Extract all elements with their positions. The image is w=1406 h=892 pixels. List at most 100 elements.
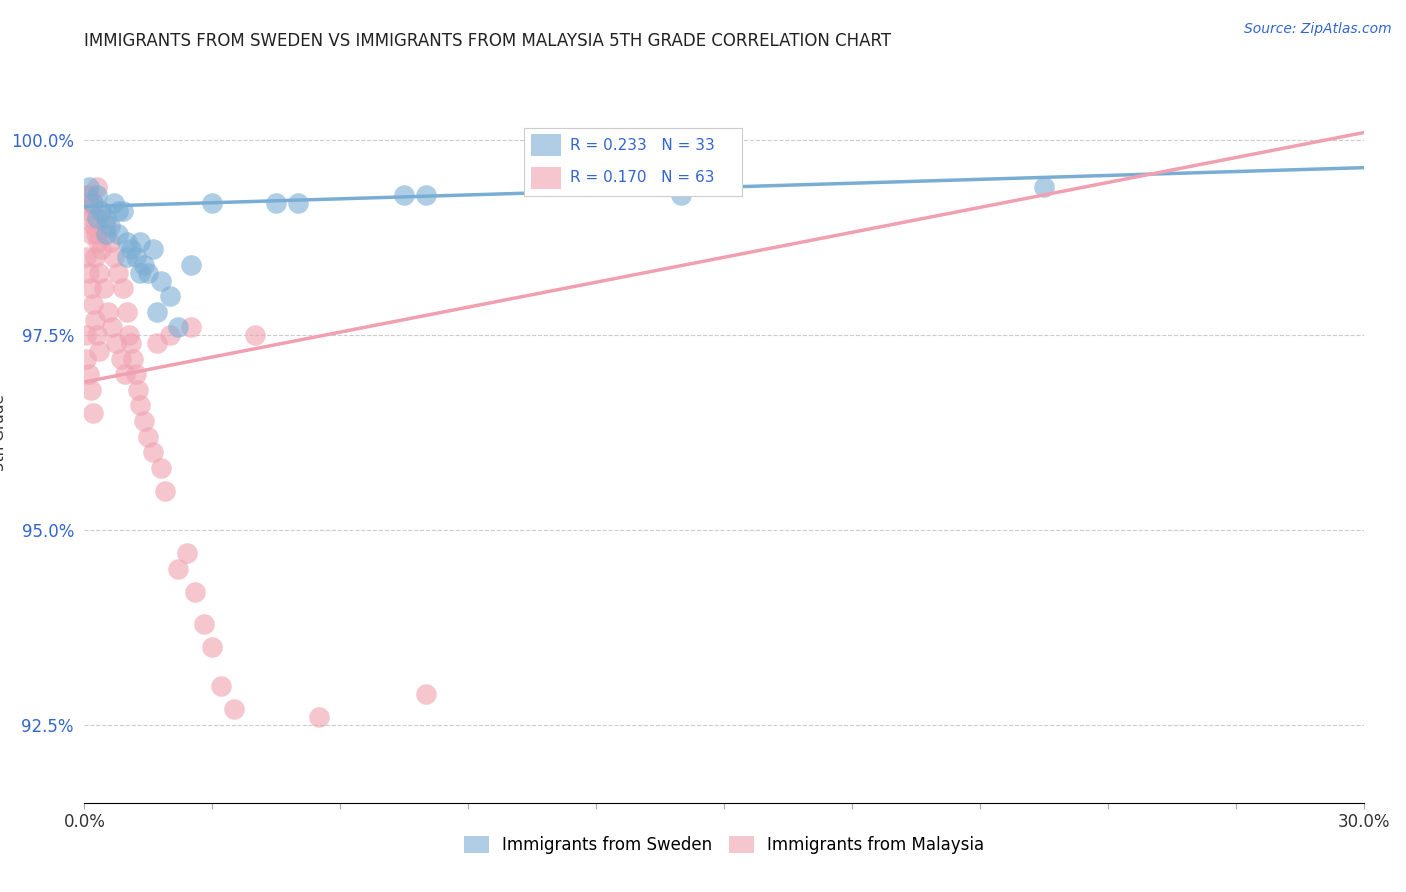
- Point: [155, 484, 177, 499]
- Point: [76, 351, 98, 366]
- Point: [86, 180, 108, 194]
- Point: [98, 219, 121, 233]
- Point: [90, 203, 112, 218]
- Point: [76, 328, 98, 343]
- Text: R = 0.170   N = 63: R = 0.170 N = 63: [571, 170, 714, 186]
- Point: [82, 195, 104, 210]
- Point: [118, 328, 141, 343]
- Point: [287, 195, 309, 210]
- Point: [120, 336, 142, 351]
- Point: [122, 351, 145, 366]
- Point: [138, 429, 160, 443]
- Point: [89, 266, 111, 280]
- Point: [127, 383, 149, 397]
- Point: [201, 195, 224, 210]
- Text: Source: ZipAtlas.com: Source: ZipAtlas.com: [1244, 22, 1392, 37]
- Point: [142, 445, 165, 459]
- Point: [84, 227, 107, 241]
- Point: [103, 195, 125, 210]
- Point: [180, 258, 202, 272]
- Point: [671, 188, 693, 202]
- Point: [146, 305, 169, 319]
- Point: [84, 312, 107, 326]
- Point: [90, 203, 112, 218]
- Point: [115, 250, 138, 264]
- Point: [201, 640, 224, 654]
- Point: [76, 188, 98, 202]
- Point: [87, 235, 110, 249]
- Point: [80, 281, 103, 295]
- Point: [167, 562, 190, 576]
- Bar: [531, 167, 561, 189]
- Point: [77, 188, 100, 202]
- Point: [138, 266, 160, 280]
- Point: [103, 250, 125, 264]
- Point: [94, 227, 117, 241]
- Text: R = 0.233   N = 33: R = 0.233 N = 33: [571, 138, 716, 153]
- Point: [176, 546, 198, 560]
- Legend: Immigrants from Sweden, Immigrants from Malaysia: Immigrants from Sweden, Immigrants from …: [457, 830, 991, 861]
- Point: [132, 258, 155, 272]
- Point: [159, 289, 181, 303]
- Point: [167, 320, 190, 334]
- Point: [89, 343, 111, 358]
- Point: [76, 250, 98, 264]
- Point: [93, 281, 115, 295]
- Point: [193, 616, 215, 631]
- Point: [90, 243, 112, 257]
- Point: [243, 328, 266, 343]
- Point: [98, 235, 121, 249]
- Point: [308, 710, 330, 724]
- Point: [77, 180, 100, 194]
- Point: [105, 336, 128, 351]
- Point: [83, 219, 105, 233]
- Point: [222, 702, 245, 716]
- Point: [132, 414, 155, 428]
- Point: [80, 383, 103, 397]
- Point: [120, 243, 142, 257]
- Point: [82, 195, 104, 210]
- Point: [209, 679, 232, 693]
- Point: [184, 585, 207, 599]
- Point: [124, 250, 146, 264]
- Point: [77, 266, 100, 280]
- Point: [115, 305, 138, 319]
- Point: [1033, 180, 1056, 194]
- Point: [86, 328, 108, 343]
- Point: [115, 235, 138, 249]
- Point: [79, 203, 101, 218]
- Point: [150, 274, 173, 288]
- Point: [394, 188, 416, 202]
- Point: [124, 367, 146, 381]
- Point: [107, 266, 129, 280]
- Point: [77, 367, 100, 381]
- Point: [110, 351, 132, 366]
- Point: [415, 188, 437, 202]
- Point: [146, 336, 169, 351]
- Point: [128, 235, 150, 249]
- Point: [128, 266, 150, 280]
- Point: [97, 305, 120, 319]
- Point: [107, 203, 129, 218]
- Point: [94, 211, 117, 226]
- Point: [86, 211, 108, 226]
- Point: [150, 460, 173, 475]
- Point: [180, 320, 202, 334]
- Point: [111, 203, 134, 218]
- Y-axis label: 5th Grade: 5th Grade: [0, 394, 7, 471]
- Point: [264, 195, 288, 210]
- Point: [159, 328, 181, 343]
- Point: [82, 297, 104, 311]
- Point: [415, 687, 437, 701]
- Point: [142, 243, 165, 257]
- Point: [101, 320, 124, 334]
- Bar: [531, 134, 561, 156]
- Text: IMMIGRANTS FROM SWEDEN VS IMMIGRANTS FROM MALAYSIA 5TH GRADE CORRELATION CHART: IMMIGRANTS FROM SWEDEN VS IMMIGRANTS FRO…: [84, 32, 891, 50]
- Point: [128, 398, 150, 412]
- Point: [114, 367, 136, 381]
- Point: [86, 188, 108, 202]
- Point: [82, 406, 104, 420]
- Point: [111, 281, 134, 295]
- Point: [80, 227, 103, 241]
- Point: [80, 211, 103, 226]
